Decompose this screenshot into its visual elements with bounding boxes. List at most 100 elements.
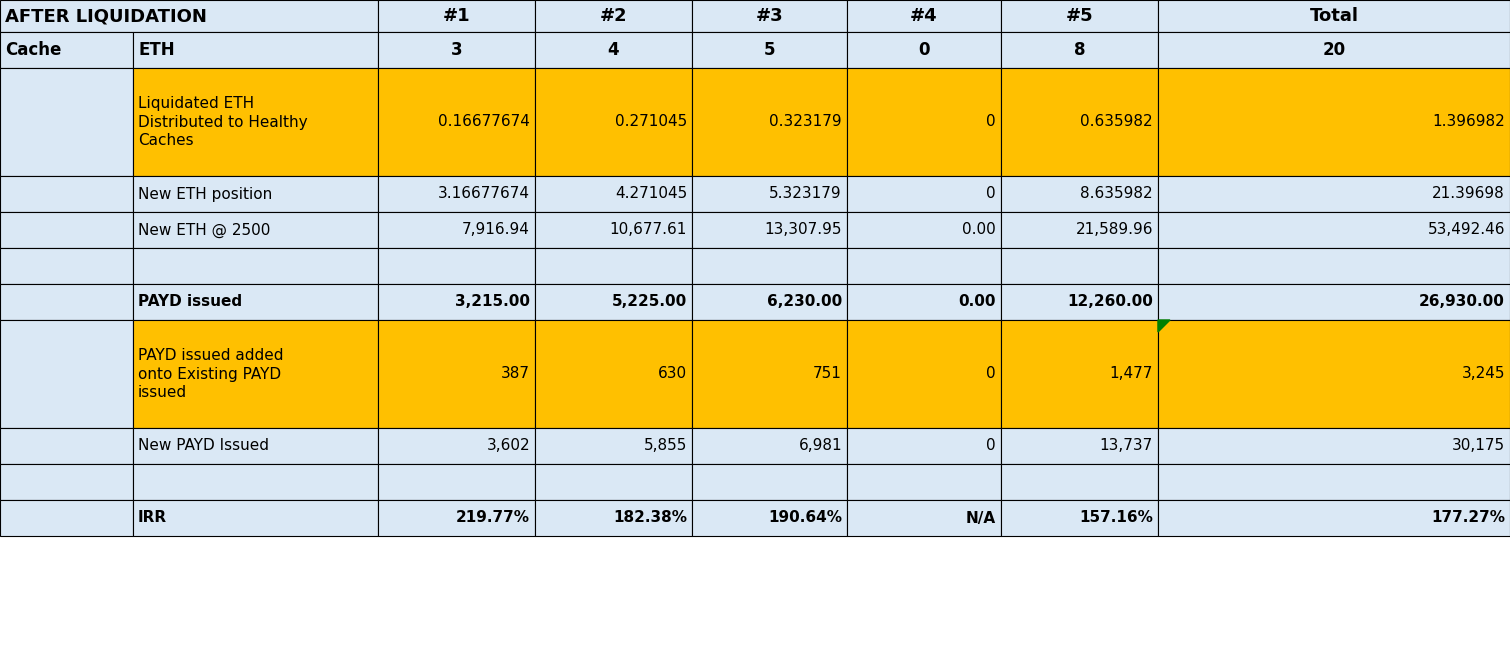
Text: ETH: ETH: [137, 41, 175, 59]
Bar: [1001, 212, 1158, 248]
Bar: [0, 68, 133, 176]
Bar: [133, 320, 378, 428]
Bar: [0, 464, 133, 500]
Bar: [1001, 284, 1158, 320]
Bar: [0, 284, 133, 320]
Bar: [378, 500, 535, 536]
Text: #2: #2: [599, 7, 627, 25]
Bar: [1158, 32, 1510, 68]
Bar: [0, 500, 133, 536]
Bar: [1158, 320, 1510, 428]
Text: 12,260.00: 12,260.00: [1068, 295, 1154, 310]
Bar: [378, 212, 535, 248]
Bar: [378, 320, 535, 428]
Bar: [1001, 428, 1158, 464]
Text: 5.323179: 5.323179: [770, 187, 843, 201]
Text: 5,225.00: 5,225.00: [612, 295, 687, 310]
Bar: [1001, 68, 1158, 176]
Text: 13,737: 13,737: [1099, 438, 1154, 453]
Bar: [1001, 0, 1158, 32]
Text: 3,215.00: 3,215.00: [455, 295, 530, 310]
Text: 3,245: 3,245: [1462, 367, 1505, 381]
Text: 6,230.00: 6,230.00: [767, 295, 843, 310]
Bar: [692, 464, 847, 500]
Bar: [378, 464, 535, 500]
Bar: [1158, 68, 1510, 176]
Text: 0: 0: [986, 115, 997, 130]
Text: 219.77%: 219.77%: [456, 510, 530, 526]
Text: 30,175: 30,175: [1453, 438, 1505, 453]
Bar: [1158, 284, 1510, 320]
Text: New PAYD Issued: New PAYD Issued: [137, 438, 269, 453]
Bar: [1001, 248, 1158, 284]
Text: 0: 0: [986, 367, 997, 381]
Bar: [692, 176, 847, 212]
Bar: [847, 68, 1001, 176]
Bar: [535, 320, 692, 428]
Bar: [1001, 500, 1158, 536]
Bar: [692, 320, 847, 428]
Text: New ETH @ 2500: New ETH @ 2500: [137, 222, 270, 238]
Bar: [0, 428, 133, 464]
Bar: [535, 284, 692, 320]
Bar: [692, 68, 847, 176]
Bar: [692, 212, 847, 248]
Text: IRR: IRR: [137, 510, 168, 526]
Bar: [0, 320, 133, 428]
Text: New ETH position: New ETH position: [137, 187, 272, 201]
Bar: [535, 0, 692, 32]
Text: N/A: N/A: [966, 510, 997, 526]
Text: 0.635982: 0.635982: [1080, 115, 1154, 130]
Bar: [847, 0, 1001, 32]
Text: 630: 630: [658, 367, 687, 381]
Text: #3: #3: [755, 7, 784, 25]
Text: 190.64%: 190.64%: [769, 510, 843, 526]
Bar: [133, 464, 378, 500]
Text: 751: 751: [812, 367, 843, 381]
Bar: [0, 212, 133, 248]
Bar: [133, 500, 378, 536]
Bar: [1158, 464, 1510, 500]
Bar: [692, 428, 847, 464]
Bar: [692, 248, 847, 284]
Text: 182.38%: 182.38%: [613, 510, 687, 526]
Text: 8.635982: 8.635982: [1080, 187, 1154, 201]
Text: 157.16%: 157.16%: [1080, 510, 1154, 526]
Text: 0.00: 0.00: [962, 222, 997, 238]
Bar: [378, 0, 535, 32]
Text: 0: 0: [918, 41, 930, 59]
Bar: [535, 500, 692, 536]
Bar: [1158, 500, 1510, 536]
Bar: [1001, 32, 1158, 68]
Text: PAYD issued: PAYD issued: [137, 295, 242, 310]
Text: 13,307.95: 13,307.95: [764, 222, 843, 238]
Text: AFTER LIQUIDATION: AFTER LIQUIDATION: [5, 7, 207, 25]
Bar: [692, 284, 847, 320]
Text: 3,602: 3,602: [486, 438, 530, 453]
Bar: [847, 428, 1001, 464]
Bar: [692, 32, 847, 68]
Bar: [847, 212, 1001, 248]
Text: 0: 0: [986, 438, 997, 453]
Bar: [378, 284, 535, 320]
Bar: [535, 428, 692, 464]
Text: 3.16677674: 3.16677674: [438, 187, 530, 201]
Bar: [847, 464, 1001, 500]
Text: #1: #1: [442, 7, 470, 25]
Text: #4: #4: [911, 7, 938, 25]
Text: 10,677.61: 10,677.61: [610, 222, 687, 238]
Bar: [692, 500, 847, 536]
Bar: [133, 212, 378, 248]
Polygon shape: [1158, 320, 1170, 332]
Bar: [133, 428, 378, 464]
Text: 0: 0: [986, 187, 997, 201]
Bar: [378, 68, 535, 176]
Bar: [535, 68, 692, 176]
Bar: [847, 320, 1001, 428]
Bar: [847, 32, 1001, 68]
Bar: [0, 176, 133, 212]
Bar: [1001, 464, 1158, 500]
Bar: [535, 212, 692, 248]
Text: Total: Total: [1309, 7, 1359, 25]
Text: 0.271045: 0.271045: [615, 115, 687, 130]
